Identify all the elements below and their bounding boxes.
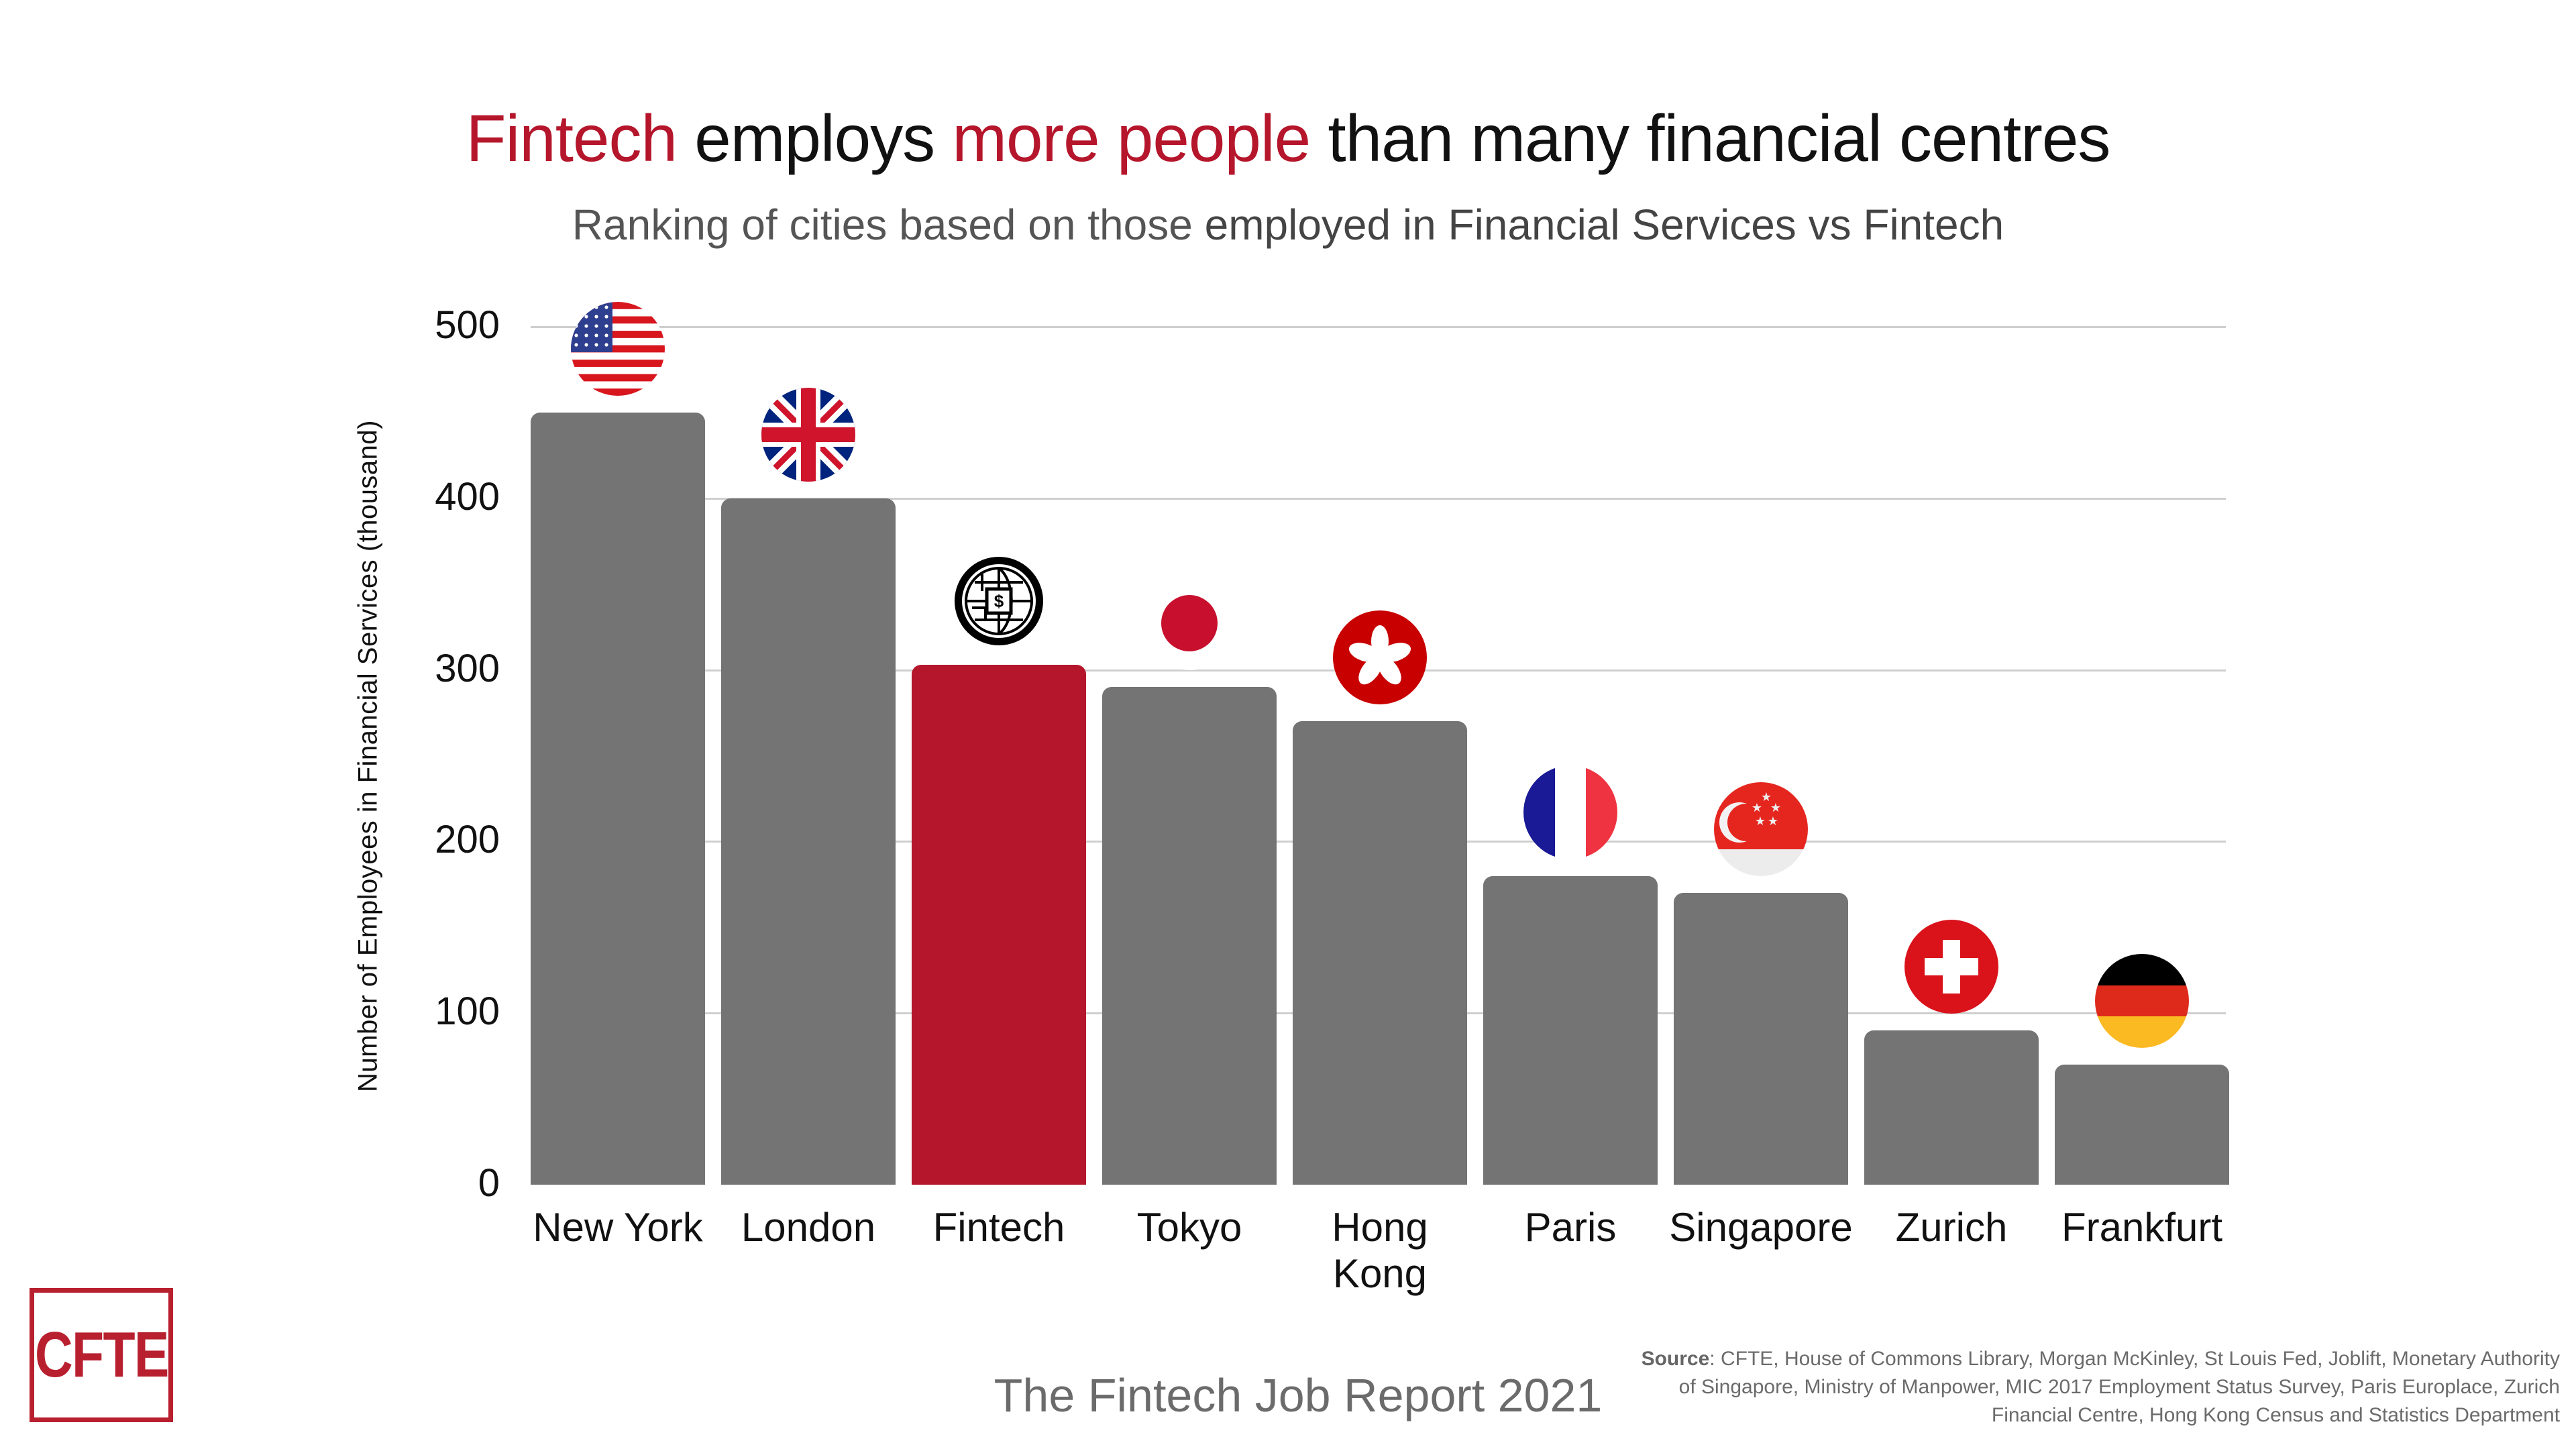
gridline bbox=[531, 497, 2226, 500]
y-tick-label: 400 bbox=[435, 474, 500, 519]
bar-new-york[interactable] bbox=[531, 412, 705, 1185]
y-axis-title: Number of Employees in Financial Service… bbox=[353, 420, 383, 1092]
logo-text: CFTE bbox=[34, 1319, 170, 1391]
report-title: The Fintech Job Report 2021 bbox=[994, 1369, 1603, 1421]
title-part: more people bbox=[952, 101, 1311, 175]
chart-title: Fintech employs more people than many fi… bbox=[0, 101, 2576, 176]
title-part: than many financial centres bbox=[1310, 101, 2110, 175]
hong-kong-flag-icon bbox=[1333, 610, 1427, 705]
gridline bbox=[531, 326, 2226, 328]
france-flag-icon bbox=[1523, 765, 1617, 859]
source-note: Source: CFTE, House of Commons Library, … bbox=[1621, 1345, 2560, 1430]
us-flag-icon bbox=[571, 301, 665, 396]
bar-fintech[interactable] bbox=[912, 664, 1086, 1185]
x-tick-label: Hong Kong bbox=[1332, 1205, 1428, 1296]
title-part: Fintech bbox=[466, 101, 678, 175]
x-tick-label: Tokyo bbox=[1136, 1205, 1242, 1250]
chart-subtitle: Ranking of cities based on those employe… bbox=[0, 200, 2576, 250]
source-text: : CFTE, House of Commons Library, Morgan… bbox=[1678, 1348, 2560, 1426]
singapore-flag-icon: ★ ★ ★ ★ ★ bbox=[1714, 782, 1808, 877]
bar-frankfurt[interactable] bbox=[2055, 1064, 2229, 1185]
x-tick-label: Frankfurt bbox=[2061, 1205, 2223, 1250]
source-label: Source bbox=[1641, 1348, 1710, 1370]
plot-area: $ ★ ★ ★ ★ ★ bbox=[531, 301, 2229, 1185]
x-tick-label: Singapore bbox=[1669, 1205, 1853, 1250]
y-tick-label: 200 bbox=[435, 818, 500, 862]
y-tick-label: 100 bbox=[435, 989, 500, 1034]
bar-london[interactable] bbox=[721, 498, 896, 1185]
x-tick-label: Zurich bbox=[1895, 1205, 2008, 1250]
x-tick-label: Paris bbox=[1524, 1205, 1617, 1250]
cfte-logo: CFTE bbox=[30, 1288, 173, 1422]
y-tick-label: 0 bbox=[478, 1161, 500, 1205]
x-tick-label: Fintech bbox=[932, 1205, 1065, 1250]
germany-flag-icon bbox=[2095, 953, 2189, 1048]
title-part: employs bbox=[676, 101, 953, 175]
svg-text:★: ★ bbox=[1761, 790, 1772, 804]
fintech-globe-chip-icon: $ bbox=[952, 554, 1046, 648]
y-tick-label: 300 bbox=[435, 646, 500, 690]
bar-zurich[interactable] bbox=[1864, 1030, 2039, 1185]
svg-text:★: ★ bbox=[1752, 801, 1762, 815]
svg-text:★: ★ bbox=[1768, 814, 1778, 828]
bar-hong-kong[interactable] bbox=[1293, 721, 1467, 1185]
uk-flag-icon bbox=[761, 387, 855, 482]
bar-singapore[interactable] bbox=[1674, 893, 1848, 1185]
subtitle-plain: Ranking of cities based on those bbox=[572, 201, 1205, 249]
subtitle-emphasis: employed in Financial Services vs Fintec… bbox=[1204, 201, 2004, 249]
y-tick-label: 500 bbox=[435, 303, 500, 347]
svg-text:★: ★ bbox=[1755, 814, 1766, 828]
japan-flag-icon bbox=[1142, 576, 1236, 671]
svg-text:★: ★ bbox=[1770, 801, 1781, 815]
bar-paris[interactable] bbox=[1483, 875, 1658, 1185]
x-tick-label: New York bbox=[533, 1205, 703, 1250]
x-tick-label: London bbox=[741, 1205, 876, 1250]
switzerland-flag-icon bbox=[1904, 919, 1998, 1014]
svg-text:$: $ bbox=[994, 591, 1004, 611]
bar-tokyo[interactable] bbox=[1102, 687, 1277, 1185]
